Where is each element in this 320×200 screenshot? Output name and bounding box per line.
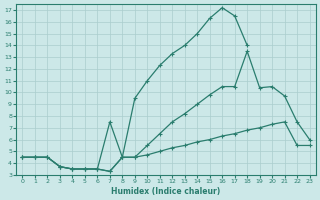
X-axis label: Humidex (Indice chaleur): Humidex (Indice chaleur) [111, 187, 221, 196]
